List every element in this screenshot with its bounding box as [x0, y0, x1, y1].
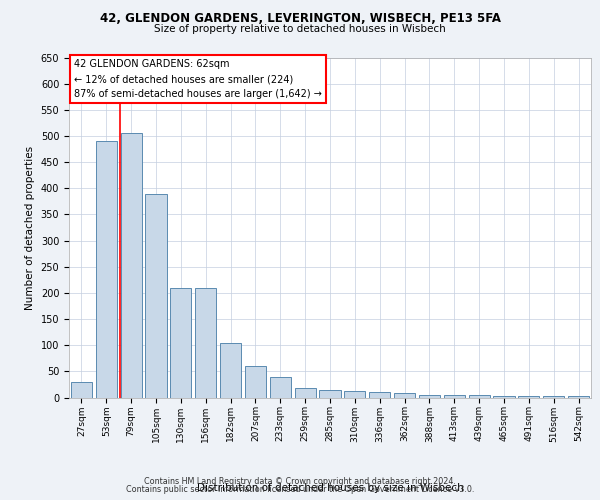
Bar	[344, 391, 365, 398]
X-axis label: Distribution of detached houses by size in Wisbech: Distribution of detached houses by size …	[197, 483, 463, 493]
Bar	[493, 396, 515, 398]
Bar	[444, 395, 465, 398]
Bar	[469, 395, 490, 398]
Bar	[419, 395, 440, 398]
Bar	[145, 194, 167, 398]
Bar	[245, 366, 266, 398]
Bar	[220, 342, 241, 398]
Bar	[543, 396, 564, 398]
Y-axis label: Number of detached properties: Number of detached properties	[25, 146, 35, 310]
Bar	[270, 376, 291, 398]
Bar	[121, 134, 142, 398]
Text: Contains public sector information licensed under the Open Government Licence v3: Contains public sector information licen…	[126, 484, 474, 494]
Bar	[319, 390, 341, 398]
Bar	[568, 396, 589, 398]
Bar	[96, 141, 117, 398]
Bar	[295, 388, 316, 398]
Text: Size of property relative to detached houses in Wisbech: Size of property relative to detached ho…	[154, 24, 446, 34]
Bar	[394, 394, 415, 398]
Bar	[170, 288, 191, 398]
Bar	[369, 392, 390, 398]
Bar	[195, 288, 216, 398]
Text: 42, GLENDON GARDENS, LEVERINGTON, WISBECH, PE13 5FA: 42, GLENDON GARDENS, LEVERINGTON, WISBEC…	[100, 12, 500, 26]
Text: Contains HM Land Registry data © Crown copyright and database right 2024.: Contains HM Land Registry data © Crown c…	[144, 477, 456, 486]
Bar	[71, 382, 92, 398]
Bar	[518, 396, 539, 398]
Text: 42 GLENDON GARDENS: 62sqm
← 12% of detached houses are smaller (224)
87% of semi: 42 GLENDON GARDENS: 62sqm ← 12% of detac…	[74, 59, 322, 99]
